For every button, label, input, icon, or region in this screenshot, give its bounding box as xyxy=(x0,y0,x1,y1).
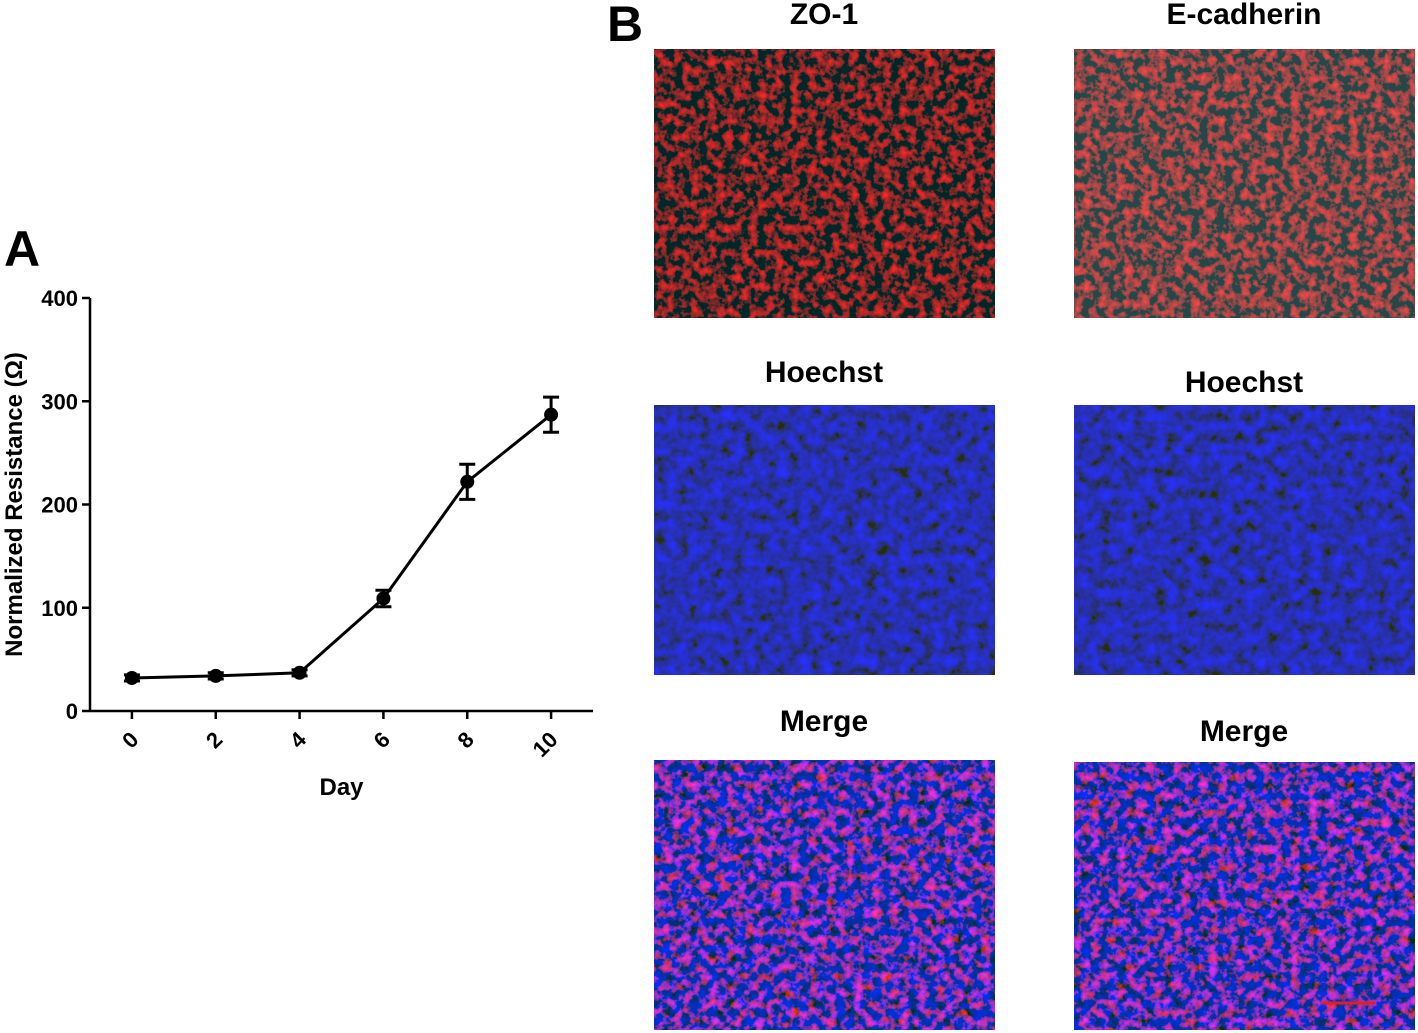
micrograph xyxy=(1074,405,1415,675)
data-point xyxy=(376,591,391,606)
image-title: ZO-1 xyxy=(790,0,858,31)
image-title: Hoechst xyxy=(1185,366,1303,399)
x-tick-label: 10 xyxy=(528,727,563,762)
chart: 0 100 200 300 400 0 2 4 6 8 10 Day Normalized Resist… xyxy=(1,286,593,801)
micrograph xyxy=(654,49,995,318)
y-tick-label: 200 xyxy=(41,493,78,518)
micrograph xyxy=(1074,762,1415,1030)
micrograph xyxy=(654,405,995,675)
data-point xyxy=(124,670,139,685)
data-point xyxy=(460,474,475,489)
y-tick-label: 100 xyxy=(41,596,78,621)
image-title: Merge xyxy=(780,705,868,738)
x-tick-label: 0 xyxy=(117,727,143,753)
image-title: Merge xyxy=(1200,715,1288,748)
data-point xyxy=(544,407,559,422)
micrograph xyxy=(654,760,995,1030)
y-tick-label: 400 xyxy=(41,286,78,311)
panel-label: B xyxy=(607,0,643,52)
x-tick-label: 6 xyxy=(369,727,395,753)
y-tick-label: 300 xyxy=(41,389,78,414)
x-tick-label: 4 xyxy=(285,726,312,753)
x-tick-label: 2 xyxy=(201,727,227,753)
y-tick-label: 0 xyxy=(66,699,78,724)
image-title: Hoechst xyxy=(765,356,883,389)
x-axis-label: Day xyxy=(319,774,364,801)
data-point xyxy=(208,668,223,683)
data-line xyxy=(131,413,553,680)
x-tick-label: 8 xyxy=(452,727,478,753)
panel-label: A xyxy=(4,221,40,277)
micrograph xyxy=(1074,49,1415,318)
y-axis-label: Normalized Resistance (Ω) xyxy=(1,352,28,657)
data-point xyxy=(292,665,307,680)
image-title: E-cadherin xyxy=(1166,0,1321,31)
